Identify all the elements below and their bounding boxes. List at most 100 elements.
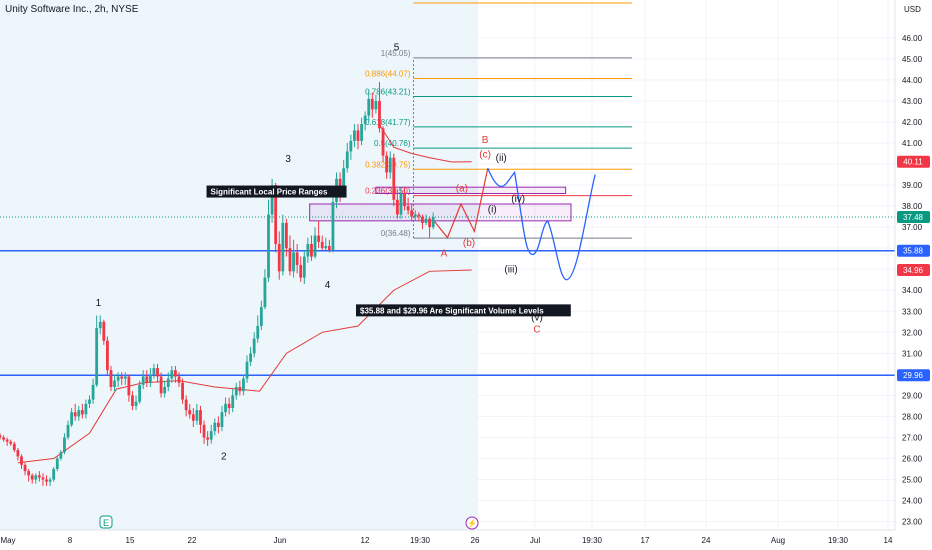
candle-body [306,243,310,257]
wave-label: (iv) [511,194,525,205]
labels: 1 2 3 4 5 B (c) (ii) (a) (iv) (i) A (b) (iii) (v)C Sign… [96,42,571,463]
candle-body [37,475,41,478]
wave-label: 4 [325,280,331,291]
candle-body [281,222,285,272]
candle-body [66,424,70,438]
candle-body [267,214,270,278]
y-tick-label: 25.00 [902,476,923,485]
x-tick-label: 19:30 [582,536,603,545]
candle-body [295,252,299,265]
candle-body [177,376,181,383]
fib-level-label: 0.786(43.21) [365,88,411,97]
candle-body [317,235,321,242]
candle-body [356,130,360,141]
x-tick-label: May [0,536,15,545]
x-tick-label: 24 [702,536,711,545]
candle-body [421,216,424,223]
price-range-box [309,203,572,222]
candle-body [345,151,349,169]
fib-level-label: 0.236(38.50) [365,187,411,196]
candle-body [288,248,292,272]
candle-body [95,328,99,385]
fib-level-label: 0.5(40.76) [374,139,411,148]
wave-label: 3 [285,154,291,165]
candle-body [249,353,252,362]
candle-body [202,424,206,438]
candle-body [188,410,192,415]
fib-level-label: 0.886(44.07) [365,69,411,78]
candle-body [20,456,23,465]
wave-label: B [482,135,489,146]
y-tick-label: 44.00 [902,76,923,85]
candle-body [392,157,396,200]
candle-body [259,307,263,326]
candle-body [245,361,249,379]
candle-body [367,98,371,116]
candle-body [195,410,199,421]
candle-body [23,464,27,472]
candle-body [88,399,91,404]
candle-body [159,376,163,394]
candle-body [374,100,378,110]
fib-level-label: 0(36.48) [381,229,411,238]
price-tag [897,211,930,224]
candle-body [141,376,145,385]
candle-body [12,443,16,451]
annotation-text: $35.88 and $29.96 Are Significant Volume… [360,306,544,315]
x-tick-label: 14 [884,536,893,545]
x-tick-label: 19:30 [828,536,849,545]
earnings-badge[interactable]: E [99,515,113,529]
candle-body [30,475,34,480]
candle-body [5,439,9,442]
y-tick-label: 45.00 [902,55,923,64]
candle-body [324,246,328,249]
candle-body [252,338,256,354]
candle-body [41,477,45,480]
candle-body [410,210,414,217]
candle-body [27,471,31,476]
candle-body [399,193,403,215]
annotation-box [356,304,571,317]
candle-body [385,155,389,173]
x-tick-label: 22 [188,536,197,545]
candle-body [370,98,374,110]
wave-label: 1 [96,298,102,309]
candle-body [166,378,170,387]
x-tick-label: 26 [471,536,480,545]
wave-label: A [441,249,448,260]
candle-body [406,206,410,211]
candle-body [63,437,66,453]
candle-body [120,376,124,379]
candle-body [123,376,127,379]
annotation-text: Significant Local Price Ranges [211,188,328,197]
y-tick-label: 46.00 [902,34,923,43]
wave-label: (ii) [496,153,507,164]
candle-body [320,241,324,249]
x-tick-label: Jul [530,536,540,545]
y-tick-label: 41.00 [902,139,923,148]
currency-label: USD [904,5,921,14]
candle-body [113,380,116,387]
wave-label: (v) [531,313,543,324]
dividend-badge[interactable]: ⚡ [465,516,479,530]
wave-label: (iii) [504,264,517,275]
candle-body [313,235,317,257]
candle-body [127,376,131,396]
candle-body [16,450,20,457]
candle-body [274,185,278,244]
candle-body [413,214,417,217]
candle-body [170,370,174,379]
candle-body [152,368,156,375]
candle-body [403,193,406,207]
candle-body [181,382,184,400]
candle-body [363,115,367,125]
price-tag [897,369,930,382]
wave-label: (i) [488,204,497,215]
x-tick-label: 12 [361,536,370,545]
candle-body [131,395,134,406]
wave-label: (b) [463,238,475,249]
candle-body [424,218,428,223]
overlays: 1(45.05) 0.886(44.07) 0.786(43.21) 0.618(41… [0,2,895,464]
candle-body [378,100,381,129]
